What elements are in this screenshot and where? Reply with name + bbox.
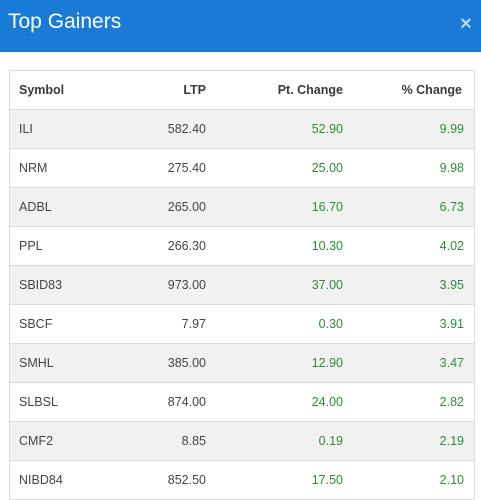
cell-pct-change: 3.95	[343, 265, 474, 305]
column-header-pt-change[interactable]: Pt. Change	[206, 71, 343, 110]
cell-ltp: 265.00	[139, 187, 206, 227]
column-header-ltp[interactable]: LTP	[139, 71, 206, 110]
cell-symbol: CMF2	[10, 421, 139, 461]
table-row[interactable]: CMF2 8.85 0.19 2.19	[10, 421, 474, 461]
cell-symbol: SBCF	[10, 304, 139, 344]
cell-symbol: SMHL	[10, 343, 139, 383]
close-icon[interactable]: ×	[460, 13, 472, 35]
cell-pct-change: 2.10	[343, 460, 474, 500]
column-header-symbol[interactable]: Symbol	[10, 71, 139, 110]
cell-pct-change: 9.99	[343, 109, 474, 149]
table-row[interactable]: SLBSL 874.00 24.00 2.82	[10, 382, 474, 422]
cell-pt-change: 0.19	[206, 421, 343, 461]
cell-ltp: 7.97	[139, 304, 206, 344]
cell-pt-change: 24.00	[206, 382, 343, 422]
cell-symbol: ILI	[10, 109, 139, 149]
cell-symbol: PPL	[10, 226, 139, 266]
table-row[interactable]: NRM 275.40 25.00 9.98	[10, 148, 474, 188]
cell-ltp: 266.30	[139, 226, 206, 266]
cell-pct-change: 2.82	[343, 382, 474, 422]
cell-ltp: 8.85	[139, 421, 206, 461]
cell-pt-change: 0.30	[206, 304, 343, 344]
table-row[interactable]: SMHL 385.00 12.90 3.47	[10, 343, 474, 383]
table-row[interactable]: ILI 582.40 52.90 9.99	[10, 109, 474, 149]
cell-ltp: 973.00	[139, 265, 206, 305]
table-row[interactable]: PPL 266.30 10.30 4.02	[10, 226, 474, 266]
cell-symbol: NIBD84	[10, 460, 139, 500]
table-row[interactable]: SBCF 7.97 0.30 3.91	[10, 304, 474, 344]
table-row[interactable]: ADBL 265.00 16.70 6.73	[10, 187, 474, 227]
cell-ltp: 385.00	[139, 343, 206, 383]
cell-symbol: ADBL	[10, 187, 139, 227]
cell-pt-change: 10.30	[206, 226, 343, 266]
modal-header: Top Gainers ×	[0, 0, 481, 52]
column-header-pct-change[interactable]: % Change	[343, 71, 474, 110]
cell-pt-change: 12.90	[206, 343, 343, 383]
top-gainers-table: Symbol LTP Pt. Change % Change ILI 582.4…	[9, 70, 475, 500]
modal-title: Top Gainers	[8, 10, 122, 33]
cell-pct-change: 3.91	[343, 304, 474, 344]
cell-pt-change: 37.00	[206, 265, 343, 305]
cell-ltp: 874.00	[139, 382, 206, 422]
table-row[interactable]: SBID83 973.00 37.00 3.95	[10, 265, 474, 305]
cell-symbol: NRM	[10, 148, 139, 188]
cell-pct-change: 9.98	[343, 148, 474, 188]
table-header-row: Symbol LTP Pt. Change % Change	[10, 71, 474, 110]
cell-pct-change: 6.73	[343, 187, 474, 227]
cell-pct-change: 3.47	[343, 343, 474, 383]
cell-pct-change: 4.02	[343, 226, 474, 266]
cell-ltp: 852.50	[139, 460, 206, 500]
cell-pt-change: 25.00	[206, 148, 343, 188]
cell-pct-change: 2.19	[343, 421, 474, 461]
cell-pt-change: 16.70	[206, 187, 343, 227]
cell-symbol: SLBSL	[10, 382, 139, 422]
cell-pt-change: 52.90	[206, 109, 343, 149]
cell-ltp: 275.40	[139, 148, 206, 188]
cell-symbol: SBID83	[10, 265, 139, 305]
cell-ltp: 582.40	[139, 109, 206, 149]
table-row[interactable]: NIBD84 852.50 17.50 2.10	[10, 460, 474, 500]
cell-pt-change: 17.50	[206, 460, 343, 500]
